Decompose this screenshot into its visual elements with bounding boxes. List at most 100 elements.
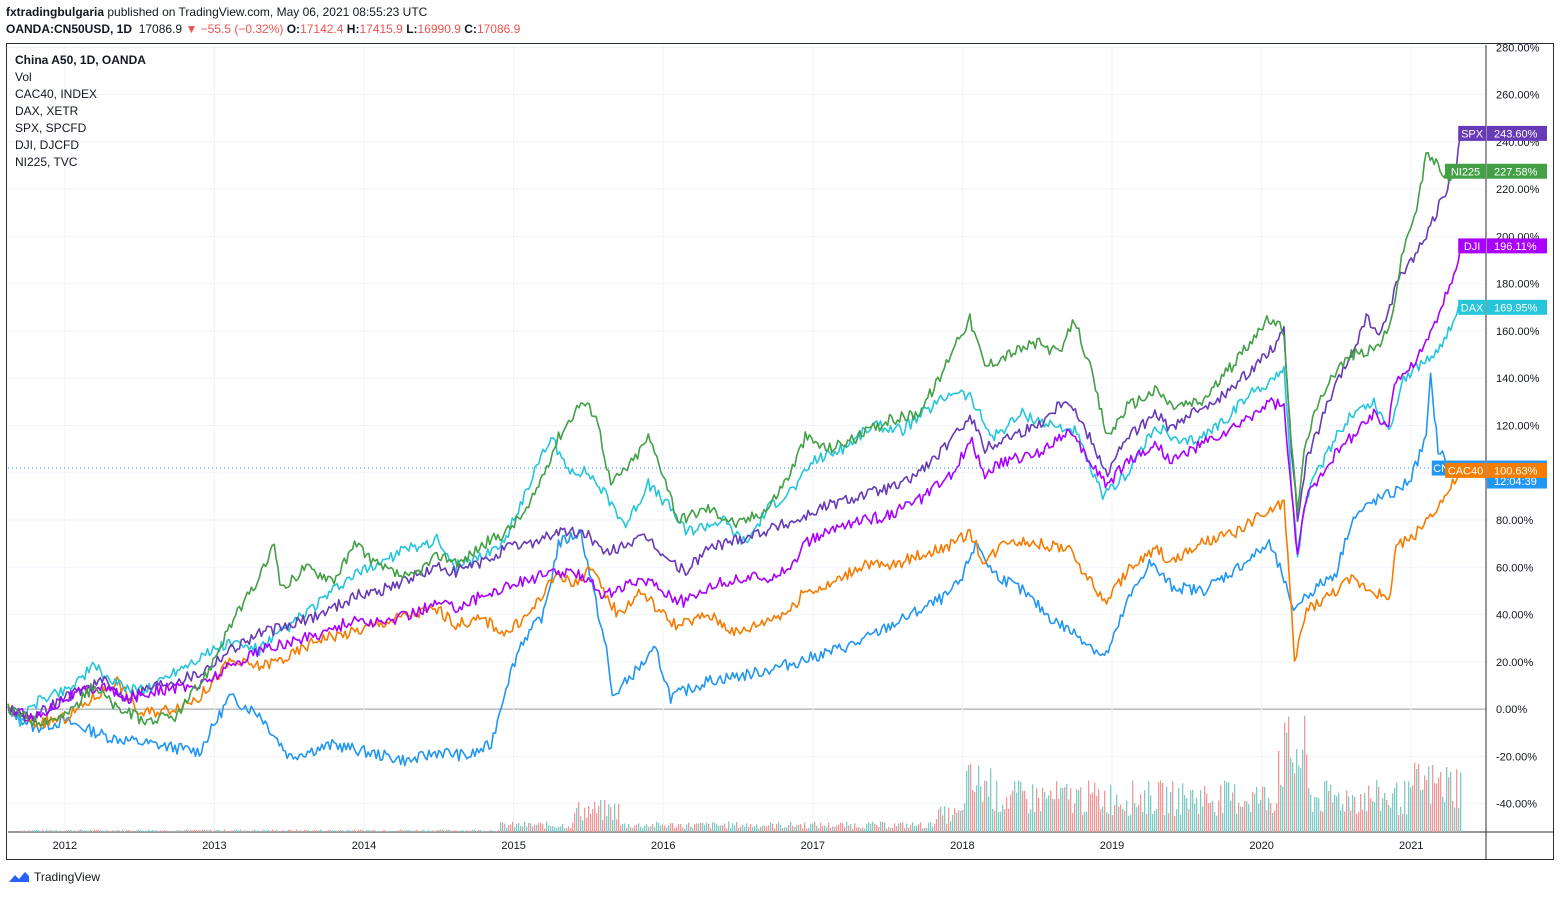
volume-bar: [1332, 802, 1334, 832]
volume-bar: [1100, 809, 1102, 832]
x-tick-label: 2020: [1249, 840, 1273, 852]
volume-bar: [390, 830, 392, 832]
volume-bar: [354, 829, 356, 832]
volume-bar: [824, 825, 826, 832]
volume-bar: [1280, 784, 1282, 832]
volume-bar: [1434, 782, 1436, 832]
volume-bar: [870, 823, 872, 832]
volume-bar: [934, 823, 936, 832]
volume-bar: [908, 827, 910, 832]
volume-bar: [658, 822, 660, 832]
volume-bar: [778, 822, 780, 832]
series-line-dji[interactable]: [7, 245, 1462, 722]
volume-bar: [940, 806, 942, 832]
volume-bar: [232, 830, 234, 832]
volume-bar: [256, 830, 258, 832]
footer-brand[interactable]: TradingView: [8, 870, 100, 884]
legend-item[interactable]: SPX, SPCFD: [15, 121, 87, 135]
volume-bar: [170, 831, 172, 832]
volume-bar: [104, 830, 106, 832]
volume-bar: [1020, 781, 1022, 832]
volume-bar: [108, 830, 110, 832]
volume-bar: [850, 824, 852, 832]
volume-bar: [1122, 809, 1124, 832]
volume-bar: [686, 824, 688, 832]
volume-bar: [214, 830, 216, 832]
countdown-text: 12:04:39: [1494, 476, 1537, 488]
y-tick-label: 40.00%: [1496, 610, 1534, 622]
series-line-spx[interactable]: [7, 133, 1462, 723]
series-price-label[interactable]: SPX 243.60%: [1458, 125, 1547, 141]
author-name[interactable]: fxtradingbulgaria: [6, 5, 105, 19]
volume-bar: [386, 831, 388, 832]
volume-bar: [962, 810, 964, 832]
volume-bar: [48, 830, 50, 832]
volume-bar: [970, 763, 972, 832]
volume-bar: [820, 822, 822, 832]
volume-bar: [1150, 795, 1152, 832]
volume-bar: [910, 824, 912, 832]
volume-bar: [960, 810, 962, 832]
high-value: 17415.9: [359, 22, 403, 36]
volume-bar: [848, 825, 850, 832]
series-value-tag: [1487, 163, 1547, 179]
volume-bar: [552, 826, 554, 832]
series-line-dax[interactable]: [7, 305, 1461, 727]
volume-bar: [178, 830, 180, 832]
volume-bar: [1420, 790, 1422, 832]
volume-bar: [1338, 792, 1340, 832]
volume-bar: [130, 830, 132, 832]
legend-item[interactable]: NI225, TVC: [15, 155, 78, 169]
series-price-label[interactable]: NI225 227.58%: [1445, 163, 1547, 179]
volume-bar: [648, 827, 650, 832]
volume-bar: [1240, 806, 1242, 832]
volume-bar: [1032, 784, 1034, 832]
volume-bar: [842, 822, 844, 832]
volume-bar: [204, 830, 206, 832]
series-price-label[interactable]: DAX 169.95%: [1458, 299, 1547, 315]
volume-bar: [1266, 810, 1268, 832]
volume-bar: [1054, 799, 1056, 832]
volume-bar: [294, 830, 296, 832]
volume-bar: [1034, 812, 1036, 832]
legend-item[interactable]: DJI, DJCFD: [15, 138, 79, 152]
volume-bar: [336, 830, 338, 832]
volume-bar: [430, 831, 432, 832]
volume-bar: [284, 830, 286, 832]
series-price-label[interactable]: DJI 196.11%: [1458, 238, 1547, 254]
legend-item[interactable]: DAX, XETR: [15, 104, 79, 118]
volume-bar: [64, 830, 66, 832]
y-tick-label: 180.00%: [1496, 279, 1540, 291]
volume-bar: [1024, 790, 1026, 832]
volume-bar: [502, 822, 504, 832]
series-line-ni225[interactable]: [7, 152, 1462, 727]
volume-bar: [924, 827, 926, 832]
series-price-label[interactable]: CAC40 100.63%: [1445, 462, 1547, 478]
volume-bar: [506, 827, 508, 832]
series-line-cac40[interactable]: [7, 469, 1462, 729]
volume-bar: [682, 827, 684, 832]
volume-bar: [362, 830, 364, 832]
volume-bar: [290, 829, 292, 832]
volume-bar: [512, 821, 514, 832]
volume-bar: [578, 801, 580, 832]
volume-bar: [920, 822, 922, 832]
volume-bar: [886, 828, 888, 832]
volume-bar: [954, 808, 956, 832]
volume-bar: [696, 823, 698, 832]
volume-bar: [1262, 786, 1264, 832]
volume-bar: [320, 829, 322, 832]
legend-item[interactable]: Vol: [15, 70, 32, 84]
volume-bar: [864, 828, 866, 832]
volume-bar: [96, 829, 98, 832]
volume-bar: [234, 830, 236, 832]
y-tick-label: -20.00%: [1496, 751, 1537, 763]
volume-bar: [956, 812, 958, 832]
legend-item[interactable]: CAC40, INDEX: [15, 87, 98, 101]
volume-bar: [230, 830, 232, 832]
volume-bar: [588, 805, 590, 832]
legend-item[interactable]: China A50, 1D, OANDA: [15, 53, 146, 67]
series-line-cn50usd[interactable]: [7, 372, 1462, 767]
volume-bar: [1274, 810, 1276, 832]
